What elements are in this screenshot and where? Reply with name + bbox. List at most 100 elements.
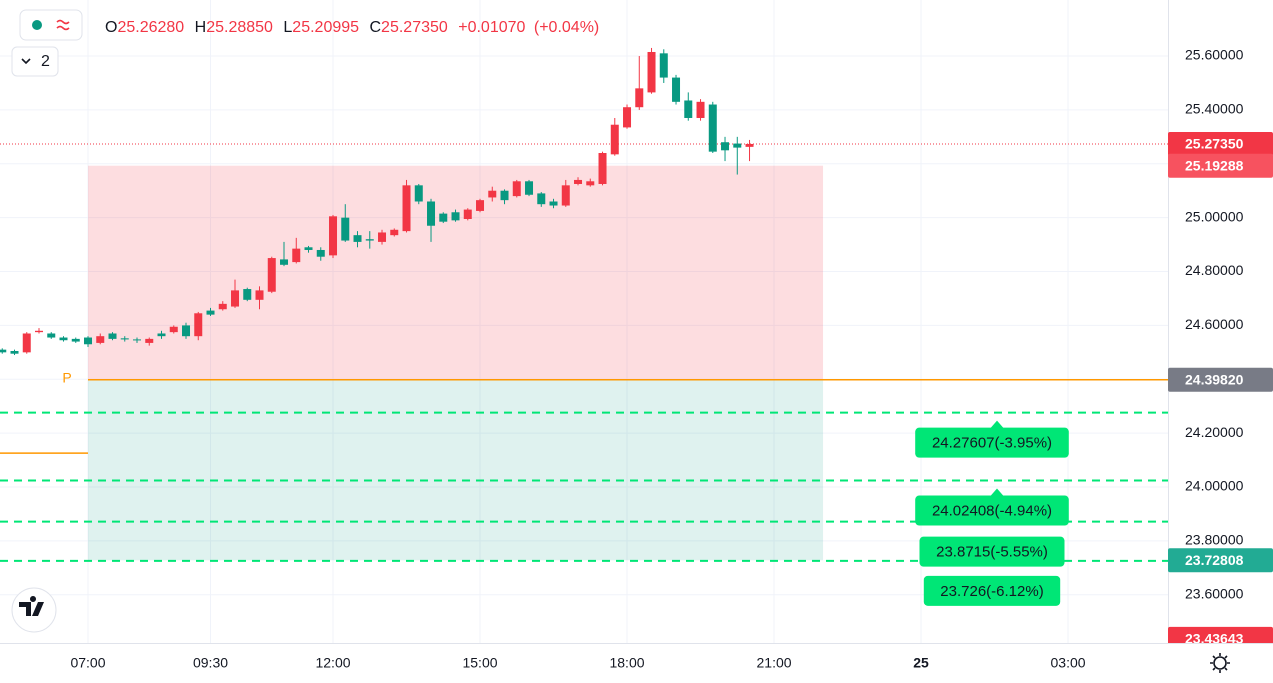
candle-body <box>182 325 191 337</box>
zone <box>88 165 824 380</box>
x-tick-label: 03:00 <box>1051 655 1086 671</box>
candle-body <box>414 185 423 202</box>
candle-body <box>402 185 411 232</box>
zone <box>88 379 824 561</box>
x-tick-label: 25 <box>913 655 929 671</box>
indicators-count: 2 <box>41 53 50 70</box>
candle-body <box>610 124 619 155</box>
y-tick-label: 23.80000 <box>1185 532 1244 548</box>
price-label: 25.27350 <box>1185 136 1244 152</box>
high-key: H <box>195 19 207 36</box>
price-label-box <box>1168 367 1273 392</box>
x-tick-label: 15:00 <box>462 655 497 671</box>
candle-body <box>108 333 117 339</box>
settings-icon[interactable] <box>1213 656 1227 670</box>
y-tick-label: 24.80000 <box>1185 262 1244 278</box>
candle-body <box>267 258 276 292</box>
settings-teeth <box>1210 653 1230 673</box>
y-tick-label: 24.00000 <box>1185 478 1244 494</box>
candle-body <box>488 190 497 198</box>
change: +0.01070 <box>458 19 525 36</box>
x-tick-label: 12:00 <box>315 655 350 671</box>
candle-body <box>574 179 583 184</box>
candle-body <box>255 290 264 300</box>
price-label: 23.43643 <box>1185 631 1244 647</box>
candle-body <box>304 247 313 250</box>
status-pill[interactable] <box>19 9 83 41</box>
chevron <box>21 58 31 65</box>
price-label: 25.19288 <box>1185 157 1244 173</box>
candle-body <box>549 201 558 206</box>
y-tick-label: 24.20000 <box>1185 424 1244 440</box>
indicators-toggle[interactable] <box>11 46 59 77</box>
candle-body <box>500 190 509 201</box>
candle-body <box>59 337 68 341</box>
candle-body <box>157 333 166 337</box>
candle-body <box>647 51 656 93</box>
x-tick-label: 07:00 <box>70 655 105 671</box>
open-key: O <box>105 19 117 36</box>
target-label: 23.8715(-5.55%) <box>936 544 1048 561</box>
candle-body <box>708 104 717 152</box>
candle-body <box>10 350 19 354</box>
candle-body <box>280 259 289 265</box>
open-value: 25.26280 <box>117 19 184 36</box>
candle-body <box>439 213 448 222</box>
x-tick-label: 09:30 <box>193 655 228 671</box>
candle-body <box>0 349 7 353</box>
target-label-box <box>915 495 1069 526</box>
candle-body <box>463 209 472 220</box>
logo-badge[interactable] <box>11 587 57 633</box>
candle-body <box>194 313 203 337</box>
pivot-label: P <box>62 369 71 385</box>
status-dot <box>32 20 42 30</box>
candle-body <box>745 143 754 147</box>
label-caret <box>990 420 1004 429</box>
candle-body <box>635 88 644 108</box>
candle-body <box>218 303 227 310</box>
low-key: L <box>283 19 292 36</box>
y-tick-label: 23.60000 <box>1185 585 1244 601</box>
price-label-box <box>1168 548 1273 573</box>
candle-body <box>71 338 80 342</box>
candle-body <box>133 339 142 341</box>
y-tick-label: 24.60000 <box>1185 316 1244 332</box>
candle-body <box>598 153 607 184</box>
target-label: 23.726(-6.12%) <box>940 583 1043 600</box>
candle-body <box>512 181 521 197</box>
candle-body <box>659 53 668 78</box>
y-tick-label: 25.00000 <box>1185 208 1244 224</box>
candle-body <box>365 239 374 241</box>
candle-body <box>292 248 301 263</box>
target-label: 24.27607(-3.95%) <box>932 435 1052 452</box>
candle-body <box>47 333 56 338</box>
plot-area: P 24.27607(-3.95%) 24.02408(-4.94%) 23.8715… <box>0 0 1168 643</box>
candle-body <box>206 310 215 315</box>
candle-body <box>96 336 105 343</box>
candle-body <box>243 289 252 300</box>
candle-body <box>684 100 693 118</box>
candle-body <box>84 337 93 345</box>
low-value: 25.20995 <box>292 19 359 36</box>
candle-body <box>22 333 31 353</box>
candle-body <box>378 232 387 242</box>
candle-body <box>316 249 325 257</box>
price-label: 24.39820 <box>1185 371 1244 387</box>
x-tick-label: 18:00 <box>609 655 644 671</box>
time-axis <box>0 643 1273 683</box>
target-label: 24.02408(-4.94%) <box>932 503 1052 520</box>
candle-body <box>451 212 460 221</box>
candle-body <box>329 216 338 256</box>
change-percent: (+0.04%) <box>534 19 599 36</box>
candle-body <box>672 77 681 102</box>
price-label-box <box>1168 131 1273 156</box>
candle-body <box>537 193 546 205</box>
candle-body <box>35 330 44 333</box>
candle-body <box>231 290 240 307</box>
delay-icon <box>56 19 70 31</box>
candle-body <box>341 217 350 241</box>
candle-body <box>721 142 730 151</box>
high-value: 25.28850 <box>206 19 273 36</box>
